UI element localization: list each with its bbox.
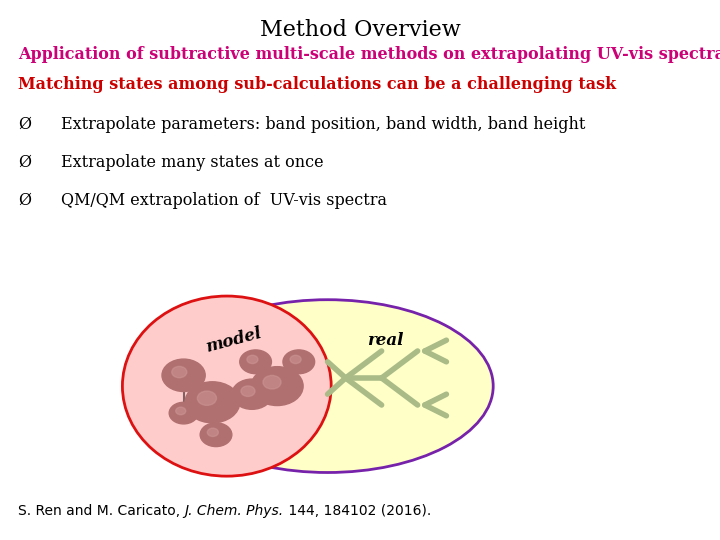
Ellipse shape (162, 300, 493, 472)
Circle shape (162, 359, 205, 392)
Text: Matching states among sub-calculations can be a challenging task: Matching states among sub-calculations c… (18, 76, 616, 92)
Circle shape (240, 350, 271, 374)
Text: 144, 184102 (2016).: 144, 184102 (2016). (284, 504, 431, 518)
Circle shape (200, 423, 232, 447)
Circle shape (241, 386, 255, 396)
Circle shape (247, 355, 258, 363)
Circle shape (251, 367, 303, 406)
Circle shape (207, 428, 218, 436)
Circle shape (185, 382, 240, 423)
Ellipse shape (122, 296, 331, 476)
Circle shape (283, 350, 315, 374)
Text: Ø: Ø (18, 154, 31, 171)
Text: real: real (367, 332, 403, 349)
Circle shape (263, 375, 281, 389)
Text: Ø: Ø (18, 192, 31, 208)
Circle shape (290, 355, 301, 363)
Circle shape (232, 379, 272, 409)
Text: QM/QM extrapolation of  UV-vis spectra: QM/QM extrapolation of UV-vis spectra (61, 192, 387, 208)
Text: Method Overview: Method Overview (260, 19, 460, 41)
Text: Extrapolate parameters: band position, band width, band height: Extrapolate parameters: band position, b… (61, 116, 585, 133)
Text: Extrapolate many states at once: Extrapolate many states at once (61, 154, 324, 171)
Circle shape (172, 366, 187, 378)
Text: model: model (204, 325, 264, 356)
Text: Application of subtractive multi-scale methods on extrapolating UV-vis spectra: Application of subtractive multi-scale m… (18, 46, 720, 63)
Text: S. Ren and M. Caricato,: S. Ren and M. Caricato, (18, 504, 184, 518)
Text: Ø: Ø (18, 116, 31, 133)
Circle shape (169, 402, 198, 424)
Circle shape (176, 407, 186, 415)
Text: J. Chem. Phys.: J. Chem. Phys. (184, 504, 284, 518)
Circle shape (197, 391, 217, 406)
